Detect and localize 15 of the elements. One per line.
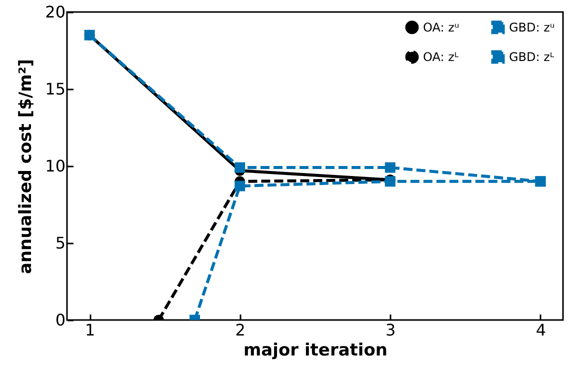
legend-label: GBD: zᴸ	[509, 50, 555, 64]
legend-label: OA: zᴸ	[423, 50, 460, 64]
x-axis-title: major iteration	[243, 340, 388, 360]
y-tick-label: 20	[45, 2, 66, 22]
legend-label: OA: zᵘ	[423, 20, 460, 34]
y-tick-label: 15	[45, 80, 66, 98]
x-tick-label: 1	[84, 320, 96, 340]
x-tick-label: 4	[536, 320, 546, 340]
x-tick-label: 2	[235, 320, 246, 340]
y-axis-title: annualized cost [$/m²]	[16, 58, 36, 274]
legend-label: GBD: zᵘ	[509, 20, 555, 34]
y-tick-label: 10	[45, 156, 66, 176]
y-tick-label: 5	[55, 234, 66, 252]
x-tick-label: 3	[386, 320, 396, 340]
y-tick-label: 0	[55, 310, 66, 330]
